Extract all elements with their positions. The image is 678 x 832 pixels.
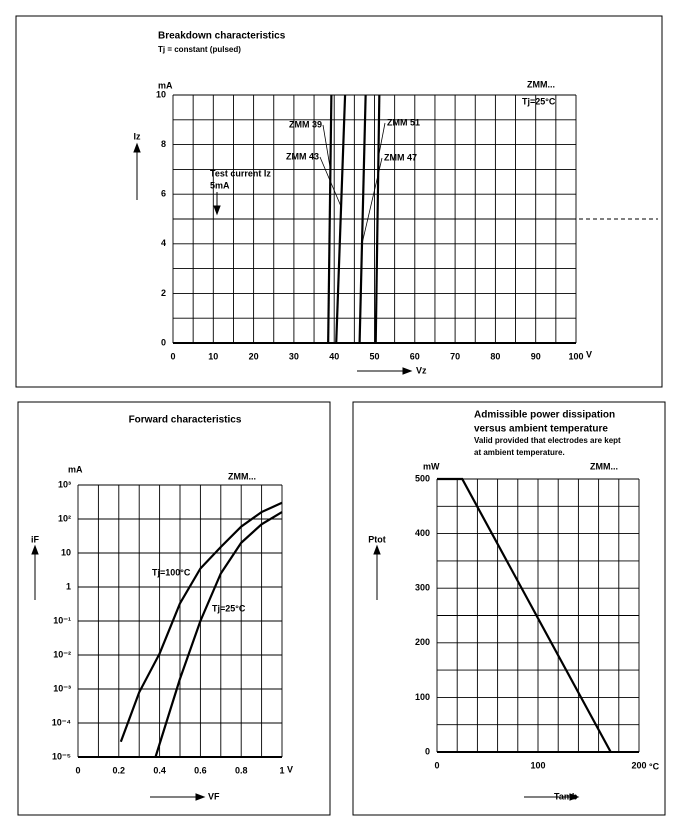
y-unit: mW xyxy=(423,461,440,471)
x-tick-label: 0.6 xyxy=(194,765,207,775)
x-tick-label: 0.2 xyxy=(113,765,126,775)
y-tick-label: 10⁻⁵ xyxy=(52,751,71,761)
series-line xyxy=(119,501,283,743)
y-tick-label: 200 xyxy=(415,637,430,647)
x-tick-label: 100 xyxy=(568,351,583,361)
x-axis-label: VF xyxy=(208,791,220,801)
series-label: Tj=100°C xyxy=(152,567,191,577)
chart-subtitle: versus ambient temperature xyxy=(474,424,608,435)
y-tick-label: 0 xyxy=(161,337,166,347)
x-tick-label: 0 xyxy=(434,760,439,770)
y-tick-label: 1 xyxy=(66,581,71,591)
y-tick-label: 8 xyxy=(161,139,166,149)
annotation: 5mA xyxy=(210,180,230,190)
x-unit: °C xyxy=(649,761,660,771)
series-line xyxy=(358,94,367,344)
series-label: ZMM 47 xyxy=(384,152,417,162)
arrow-head xyxy=(133,142,141,153)
y-tick-label: 10⁻¹ xyxy=(53,615,71,625)
y-tick-label: 4 xyxy=(161,238,166,248)
x-tick-label: 100 xyxy=(530,760,545,770)
x-tick-label: 80 xyxy=(490,351,500,361)
chart-title: Admissible power dissipation xyxy=(474,410,615,421)
chart-frame xyxy=(15,15,663,388)
y-tick-label: 10² xyxy=(58,513,71,523)
x-tick-label: 90 xyxy=(531,351,541,361)
x-tick-label: 40 xyxy=(329,351,339,361)
y-tick-label: 10³ xyxy=(58,479,71,489)
annotation: ZMM... xyxy=(228,471,256,481)
note: at ambient temperature. xyxy=(474,448,565,457)
x-tick-label: 0 xyxy=(170,351,175,361)
x-unit: V xyxy=(287,764,293,774)
leader-line xyxy=(319,156,342,207)
arrow-head xyxy=(373,544,381,555)
x-axis-label: Tamb xyxy=(554,791,578,801)
x-axis-label: Vz xyxy=(416,365,427,375)
y-tick-label: 10 xyxy=(156,89,166,99)
series-line xyxy=(374,94,381,344)
annotation: Tj=25°C xyxy=(522,96,556,106)
series-line xyxy=(437,477,612,753)
y-tick-label: 0 xyxy=(425,746,430,756)
chart-subtitle: Tj = constant (pulsed) xyxy=(158,45,241,54)
y-axis-label: Ptot xyxy=(368,534,386,544)
y-unit: mA xyxy=(68,464,83,474)
x-tick-label: 0.8 xyxy=(235,765,248,775)
series-line xyxy=(327,94,333,344)
x-tick-label: 10 xyxy=(208,351,218,361)
x-tick-label: 70 xyxy=(450,351,460,361)
note: Valid provided that electrodes are kept xyxy=(474,436,621,445)
y-tick-label: 10⁻⁴ xyxy=(52,717,71,727)
arrow-head xyxy=(31,544,39,555)
y-tick-label: 10⁻³ xyxy=(53,683,71,693)
x-tick-label: 60 xyxy=(410,351,420,361)
series-label: Tj=25°C xyxy=(212,603,246,613)
x-tick-label: 1 xyxy=(279,765,284,775)
axis-arrows xyxy=(31,142,580,801)
x-tick-label: 30 xyxy=(289,351,299,361)
y-tick-label: 2 xyxy=(161,288,166,298)
y-tick-label: 100 xyxy=(415,692,430,702)
chart-frame xyxy=(352,401,666,816)
series-line xyxy=(335,94,347,344)
y-tick-label: 500 xyxy=(415,473,430,483)
leader-line xyxy=(322,124,331,170)
x-tick-label: 20 xyxy=(249,351,259,361)
chart-title: Breakdown characteristics xyxy=(158,31,286,42)
y-tick-label: 10 xyxy=(61,547,71,557)
x-tick-label: 200 xyxy=(631,760,646,770)
annotation: ZMM... xyxy=(527,79,555,89)
y-tick-label: 400 xyxy=(415,528,430,538)
x-unit: V xyxy=(586,349,592,359)
y-tick-label: 10⁻² xyxy=(53,649,71,659)
arrow-head xyxy=(213,205,221,216)
x-tick-label: 0 xyxy=(75,765,80,775)
annotation: ZMM... xyxy=(590,461,618,471)
series-label: ZMM 39 xyxy=(289,119,322,129)
arrow-head xyxy=(569,793,580,801)
y-axis-label: iF xyxy=(31,534,40,544)
series-line xyxy=(154,511,283,758)
x-tick-label: 0.4 xyxy=(153,765,166,775)
x-tick-label: 50 xyxy=(369,351,379,361)
series-label: ZMM 43 xyxy=(286,151,319,161)
chart-frame xyxy=(17,401,331,816)
y-axis-label: Iz xyxy=(133,131,141,141)
series-label: ZMM 51 xyxy=(387,117,420,127)
arrow-head xyxy=(402,367,413,375)
leader-line xyxy=(378,122,386,158)
annotation: Test current Iz xyxy=(210,168,271,178)
arrow-head xyxy=(195,793,206,801)
chart-title: Forward characteristics xyxy=(129,415,242,426)
y-tick-label: 300 xyxy=(415,583,430,593)
y-tick-label: 6 xyxy=(161,189,166,199)
y-unit: mA xyxy=(158,80,173,90)
